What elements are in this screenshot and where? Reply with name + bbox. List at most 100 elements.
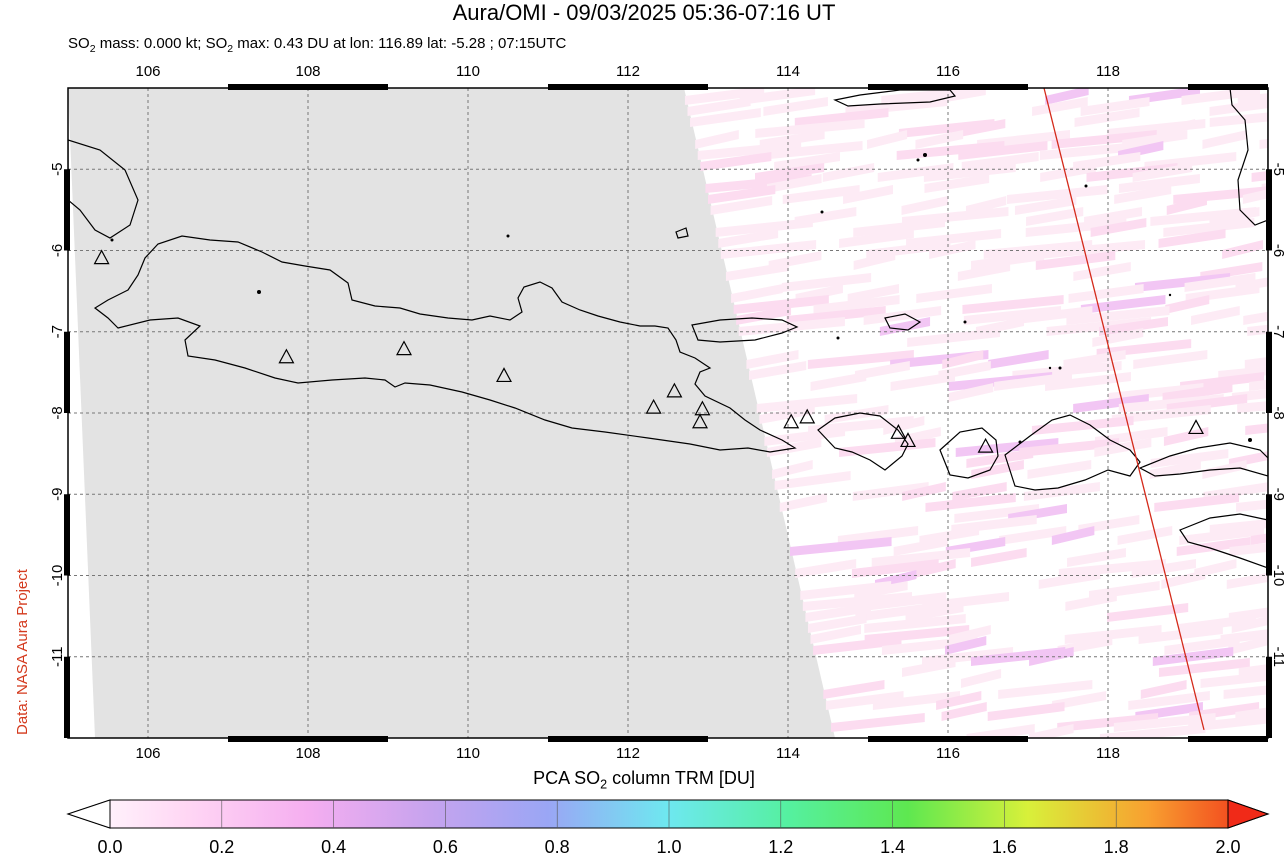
subtitle-part: mass: 0.000 kt; SO <box>95 35 228 52</box>
so2-pixel <box>1249 379 1268 391</box>
so2-pixel <box>1027 460 1092 479</box>
so2-pixel <box>1133 350 1208 369</box>
volcano-triangle-icon <box>899 432 917 448</box>
so2-pixel <box>853 218 946 237</box>
so2-pixel <box>901 196 949 215</box>
so2-pixel <box>898 119 995 138</box>
lombok-coastline <box>939 427 999 479</box>
so2-pixel <box>733 295 829 314</box>
so2-pixel <box>731 284 783 303</box>
so2-pixel <box>1245 423 1268 435</box>
lat-tick-label-left: -5 <box>49 163 66 176</box>
colorbar-tick-label: 0.8 <box>545 837 570 855</box>
so2-pixel <box>1134 273 1231 292</box>
so2-pixel <box>958 141 1048 160</box>
so2-pixel <box>1028 724 1074 738</box>
madura-coastline <box>691 317 799 343</box>
so2-pixel <box>1231 616 1268 633</box>
so2-pixel <box>810 372 867 391</box>
so2-pixel <box>1209 207 1260 226</box>
so2-pixel <box>813 636 902 655</box>
so2-pixel <box>772 460 813 479</box>
so2-pixel <box>1051 130 1157 149</box>
so2-pixel <box>756 394 858 413</box>
so2-pixel <box>854 581 908 600</box>
so2-pixel <box>1188 714 1268 732</box>
so2-pixel <box>807 350 914 369</box>
so2-pixel <box>1166 196 1207 215</box>
so2-pixel <box>1038 240 1146 259</box>
so2-pixel <box>1099 317 1168 336</box>
so2-pixel <box>1039 141 1150 160</box>
so2-pixel <box>1045 88 1089 105</box>
so2-pixel <box>1051 526 1095 545</box>
lon-tick-label-top: 110 <box>456 63 480 80</box>
so2-pixel <box>1128 691 1210 710</box>
colorbar-tick-label: 0.6 <box>433 837 458 855</box>
so2-pixel <box>987 702 1065 721</box>
so2-map: 106 106 108 108 110 110 112 112 114 114 116 116 118 1… <box>49 63 1287 760</box>
frame-bar-right <box>1266 169 1272 251</box>
so2-pixel <box>1065 592 1117 611</box>
so2-pixel <box>759 405 815 424</box>
so2-pixel <box>1073 394 1149 413</box>
so2-pixel <box>755 119 865 138</box>
colorbar-title: PCA SO2 column TRM [DU] <box>0 768 1288 792</box>
so2-pixel <box>944 636 987 655</box>
so2-pixel <box>954 119 1006 138</box>
map-subtitle: SO2 mass: 0.000 kt; SO2 max: 0.43 DU at … <box>68 35 566 55</box>
colorbar-tick-label: 0.2 <box>209 837 234 855</box>
so2-pixel <box>1113 713 1216 732</box>
lon-tick-label-top: 118 <box>1096 63 1120 80</box>
so2-pixel <box>914 559 956 578</box>
lon-tick-label-bottom: 110 <box>456 745 480 760</box>
so2-pixel <box>1242 189 1268 204</box>
so2-pixel <box>1094 438 1152 457</box>
so2-pixel <box>1099 724 1206 738</box>
so2-pixel <box>710 196 773 215</box>
java-coastline <box>93 235 797 453</box>
so2-pixel <box>839 229 914 248</box>
island-dot <box>916 158 920 162</box>
lat-tick-label-left: -7 <box>49 325 66 338</box>
frame-bar-left <box>64 494 70 576</box>
so2-pixel <box>774 152 841 171</box>
volcano-triangle-icon <box>694 400 711 416</box>
so2-pixel <box>1150 449 1229 468</box>
colorbar-title-part: PCA SO <box>533 768 601 788</box>
so2-pixel <box>810 625 862 644</box>
so2-pixel <box>1057 713 1159 732</box>
so2-pixel <box>1068 284 1144 303</box>
so2-pixel <box>1006 185 1108 204</box>
so2-pixel <box>720 240 817 259</box>
lat-tick-label-right: -8 <box>1270 406 1287 419</box>
so2-pixel <box>883 416 925 435</box>
so2-pixel <box>1040 163 1096 182</box>
island-dot <box>1084 184 1088 188</box>
colorbar-gradient <box>66 799 1270 829</box>
lon-tick-label-top: 114 <box>776 63 800 80</box>
so2-pixel <box>854 361 910 380</box>
frame-bar-right <box>1266 331 1272 413</box>
so2-pixel <box>971 548 1027 567</box>
so2-pixel <box>1247 324 1268 336</box>
subtitle-part: SO <box>68 35 90 52</box>
so2-pixel <box>1029 647 1074 666</box>
so2-pixel <box>1032 97 1088 116</box>
so2-pixel <box>936 691 982 710</box>
so2-pixel <box>802 592 912 611</box>
so2-pixel <box>855 603 932 622</box>
map-title: Aura/OMI - 09/03/2025 05:36-07:16 UT <box>452 0 836 25</box>
so2-pixel <box>962 295 1064 314</box>
so2-pixel <box>1251 171 1268 182</box>
swath-edge-line <box>1043 88 1205 731</box>
so2-pixel <box>822 163 875 182</box>
so2-pixel <box>922 592 1010 611</box>
so2-pixel <box>1158 658 1250 677</box>
colorbar-tick-label: 1.2 <box>768 837 793 855</box>
so2-pixel <box>1209 112 1268 127</box>
colorbar-title-subscript: 2 <box>600 777 608 792</box>
karimunjawa-coastline <box>675 227 689 239</box>
so2-pixel <box>1259 138 1268 149</box>
so2-pixel <box>1202 130 1248 149</box>
